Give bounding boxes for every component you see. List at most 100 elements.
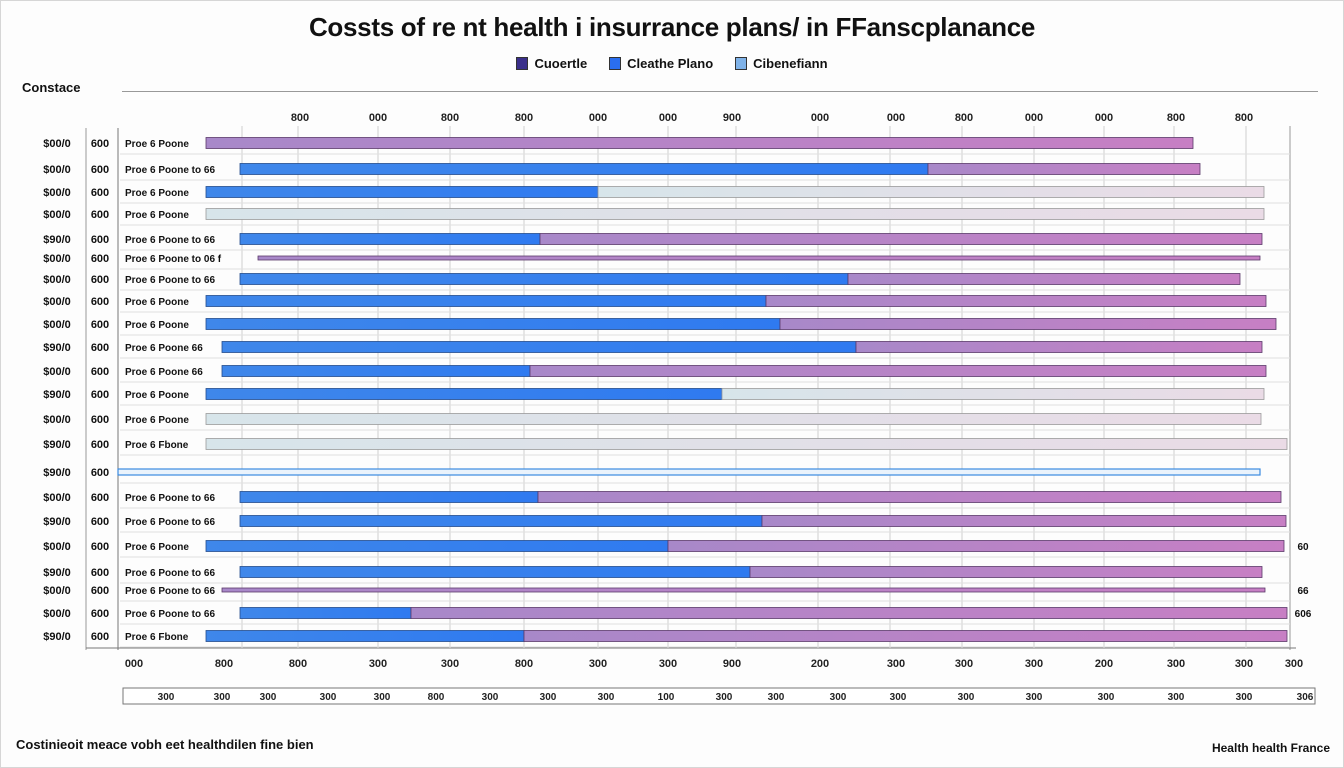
row-17-cost-label: $90/0 [43, 516, 71, 528]
row-3-bar-series-2 [597, 186, 1265, 198]
row-22-value-label: 600 [91, 631, 109, 643]
row-6-value-label: 600 [91, 253, 109, 265]
bottom-axis-tick-label: 200 [811, 658, 829, 670]
row-7-plan-label: Proe 6 Poone to 66 [125, 275, 215, 286]
row-22-bar-series-2 [523, 630, 1288, 642]
row-19-value-label: 600 [91, 567, 109, 579]
row-5-bar-series-2 [539, 233, 1263, 245]
row-8-bar-series-2 [765, 295, 1267, 307]
row-4-cost-label: $00/0 [43, 209, 71, 221]
row-2-bar-series-1 [239, 163, 929, 175]
row-10-bar-series-1 [221, 341, 857, 353]
row-20-value-label: 600 [91, 585, 109, 597]
row-4-bar-series-2 [205, 208, 1265, 220]
legend: Cuoertle Cleathe Plano Cibenefiann [0, 56, 1344, 71]
row-18-value-label: 600 [91, 541, 109, 553]
legend-label-3: Cibenefiann [753, 56, 828, 71]
bottom-axis-tick-label: 300 [955, 658, 973, 670]
bottom-scale-tick-label: 300 [540, 692, 557, 703]
bottom-scale-tick-label: 100 [658, 692, 675, 703]
row-18-bar-series-1 [205, 540, 669, 552]
row-18-plan-label: Proe 6 Poone [125, 542, 189, 553]
row-7-value-label: 600 [91, 274, 109, 286]
row-21-bar-series-1 [239, 607, 412, 619]
bottom-scale-tick-label: 300 [374, 692, 391, 703]
row-9-bar-series-2 [779, 318, 1277, 330]
bottom-scale-box [122, 687, 1316, 705]
row-13-cost-label: $00/0 [43, 414, 71, 426]
top-axis-tick-label: 900 [723, 112, 741, 124]
row-17-plan-label: Proe 6 Poone to 66 [125, 517, 215, 528]
bottom-scale-tick-label: 300 [890, 692, 907, 703]
top-axis-tick-label: 000 [1025, 112, 1043, 124]
row-2-value-label: 600 [91, 164, 109, 176]
bottom-scale-tick-label: 300 [768, 692, 785, 703]
bottom-axis-tick-label: 300 [887, 658, 905, 670]
row-8-value-label: 600 [91, 296, 109, 308]
bottom-axis-tick-label: 300 [1167, 658, 1185, 670]
row-14-plan-label: Proe 6 Fbone [125, 440, 189, 451]
row-3-value-label: 600 [91, 187, 109, 199]
row-12-value-label: 600 [91, 389, 109, 401]
bottom-axis-tick-label: 300 [1235, 658, 1253, 670]
bottom-axis-tick-label: 800 [289, 658, 307, 670]
top-axis-tick-label: 800 [1167, 112, 1185, 124]
row-16-plan-label: Proe 6 Poone to 66 [125, 493, 215, 504]
row-11-bar-series-2 [529, 365, 1267, 377]
bottom-scale-tick-label-end: 306 [1297, 692, 1314, 703]
row-22-bar-series-1 [205, 630, 525, 642]
bottom-scale-tick-label: 300 [598, 692, 615, 703]
top-axis-tick-label: 800 [955, 112, 973, 124]
bottom-axis-tick-label: 800 [215, 658, 233, 670]
row-8-bar-series-1 [205, 295, 767, 307]
row-13-bar-series-2 [205, 413, 1262, 425]
top-axis-tick-label: 800 [441, 112, 459, 124]
bottom-scale-tick-label: 800 [428, 692, 445, 703]
chart-title: Cossts of re nt health i insurrance plan… [308, 12, 1036, 42]
top-axis-tick-label: 000 [1095, 112, 1113, 124]
row-22-plan-label: Proe 6 Fbone [125, 632, 189, 643]
row-8-plan-label: Proe 6 Poone [125, 297, 189, 308]
row-12-cost-label: $90/0 [43, 389, 71, 401]
bottom-axis-tick-label: 000 [125, 658, 143, 670]
bottom-scale-tick-label: 300 [716, 692, 733, 703]
bottom-scale-tick-label: 300 [214, 692, 231, 703]
row-21-value-label: 600 [91, 608, 109, 620]
row-19-plan-label: Proe 6 Poone to 66 [125, 568, 215, 579]
bottom-scale-tick-label: 300 [1026, 692, 1043, 703]
row-18-bar-series-2 [667, 540, 1285, 552]
row-20-right-value: 66 [1297, 586, 1309, 597]
top-axis-tick-label: 000 [589, 112, 607, 124]
row-17-bar-series-1 [239, 515, 763, 527]
row-16-bar-series-1 [239, 491, 539, 503]
legend-label-2: Cleathe Plano [627, 56, 714, 71]
row-19-cost-label: $90/0 [43, 567, 71, 579]
row-21-right-value: 606 [1295, 609, 1312, 620]
row-7-bar-series-2 [847, 273, 1241, 285]
legend-item-3: Cibenefiann [735, 56, 828, 71]
top-axis-tick-label: 000 [887, 112, 905, 124]
top-axis-tick-label: 000 [811, 112, 829, 124]
row-10-plan-label: Proe 6 Poone 66 [125, 343, 203, 354]
row-21-cost-label: $00/0 [43, 608, 71, 620]
bottom-axis-tick-label: 300 [1025, 658, 1043, 670]
row-10-cost-label: $90/0 [43, 342, 71, 354]
bottom-axis-tick-label: 300 [369, 658, 387, 670]
row-2-cost-label: $00/0 [43, 164, 71, 176]
bottom-axis-tick-label: 300 [589, 658, 607, 670]
legend-label-1: Cuoertle [534, 56, 588, 71]
row-5-value-label: 600 [91, 234, 109, 246]
footer-caption-right: Health health France [1211, 741, 1330, 755]
row-4-plan-label: Proe 6 Poone [125, 210, 189, 221]
row-6-cost-label: $00/0 [43, 253, 71, 265]
row-16-value-label: 600 [91, 492, 109, 504]
row-13-plan-label: Proe 6 Poone [125, 415, 189, 426]
row-4-value-label: 600 [91, 209, 109, 221]
top-axis-tick-label: 800 [1235, 112, 1253, 124]
row-5-bar-series-1 [239, 233, 541, 245]
row-21-plan-label: Proe 6 Poone to 66 [125, 609, 215, 620]
row-6-bar-series-2 [257, 255, 1261, 261]
bottom-scale-tick-label: 300 [1236, 692, 1253, 703]
bottom-axis-tick-label: 300 [659, 658, 677, 670]
